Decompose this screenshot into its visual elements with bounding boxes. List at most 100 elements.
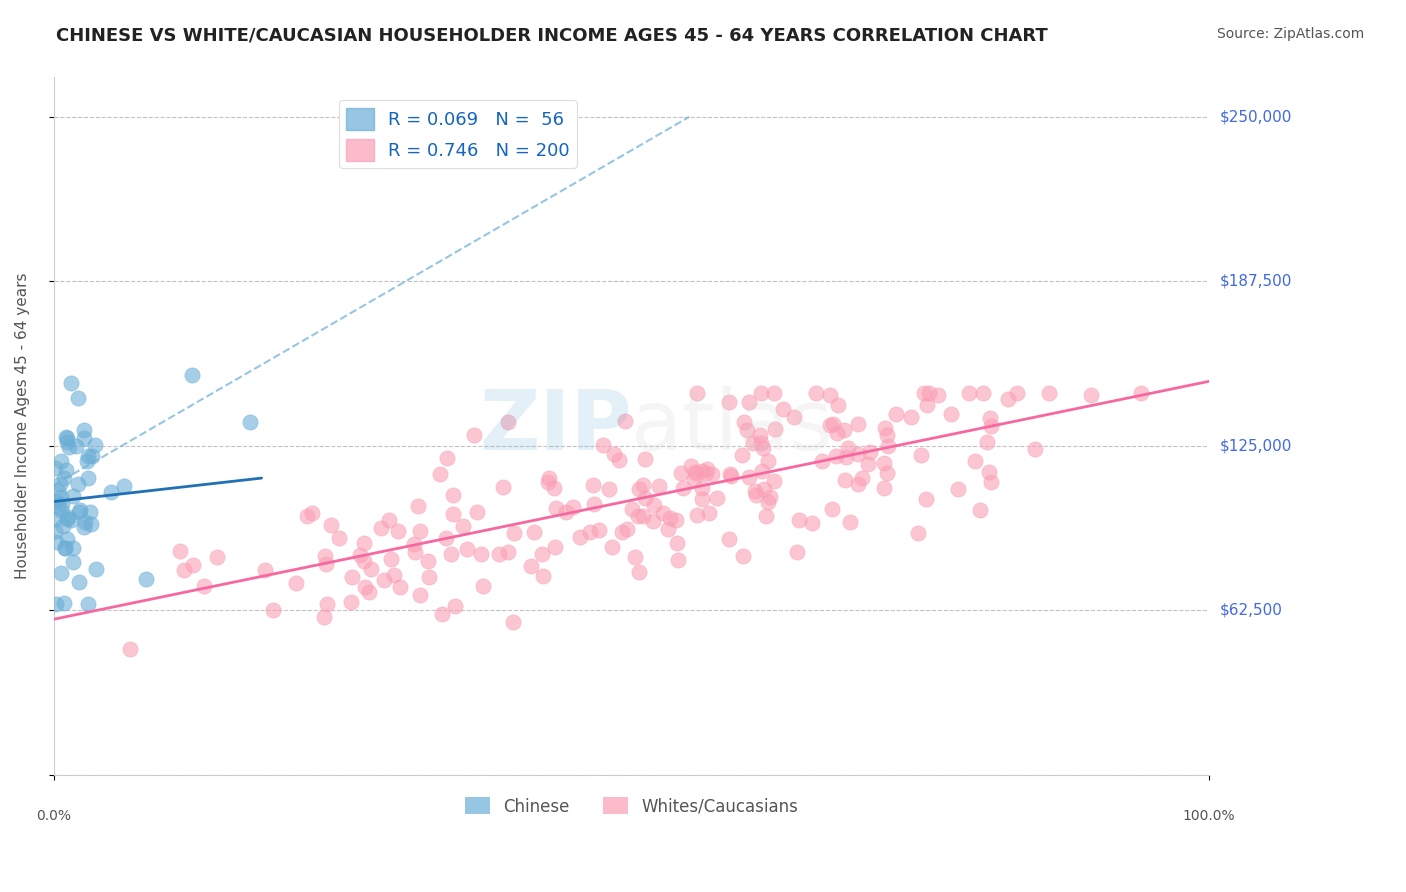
Whites/Caucasians [378,513,401,527]
Whites/Caucasians [886,407,908,421]
Whites/Caucasians [1080,388,1102,402]
Whites/Caucasians [737,470,759,484]
Whites/Caucasians [690,481,713,495]
Whites/Caucasians [441,507,464,521]
Chinese [84,438,107,452]
Whites/Caucasians [969,503,991,517]
Whites/Caucasians [910,448,932,462]
Whites/Caucasians [616,522,638,536]
Whites/Caucasians [907,525,929,540]
Whites/Caucasians [659,511,682,525]
Whites/Caucasians [598,482,620,496]
Whites/Caucasians [544,500,567,515]
Whites/Caucasians [666,536,689,550]
Whites/Caucasians [312,609,335,624]
Whites/Caucasians [979,411,1001,425]
Whites/Caucasians [751,464,773,478]
Whites/Caucasians [918,386,941,401]
Chinese [73,520,96,534]
Whites/Caucasians [609,452,631,467]
Whites/Caucasians [873,481,896,495]
Whites/Caucasians [488,547,510,561]
Whites/Caucasians [492,480,515,494]
Chinese [80,516,103,531]
Whites/Caucasians [472,579,495,593]
Whites/Caucasians [927,388,949,402]
Chinese [52,596,75,610]
Whites/Caucasians [634,491,657,505]
Whites/Caucasians [262,603,284,617]
Whites/Caucasians [783,409,806,424]
Whites/Caucasians [496,545,519,559]
Whites/Caucasians [957,386,980,401]
Whites/Caucasians [353,554,375,568]
Chinese [67,392,90,406]
Chinese [60,376,83,390]
Whites/Caucasians [538,471,561,485]
Whites/Caucasians [321,518,343,533]
Text: Source: ZipAtlas.com: Source: ZipAtlas.com [1216,27,1364,41]
Chinese [77,597,100,611]
Whites/Caucasians [600,540,623,554]
Chinese [62,489,84,503]
Whites/Caucasians [285,575,308,590]
Whites/Caucasians [436,450,458,465]
Whites/Caucasians [972,386,994,401]
Chinese [112,479,135,493]
Whites/Caucasians [672,481,695,495]
Whites/Caucasians [683,465,706,479]
Whites/Caucasians [173,563,195,577]
Whites/Caucasians [1038,386,1060,401]
Whites/Caucasians [451,519,474,533]
Whites/Caucasians [603,447,626,461]
Chinese [44,461,66,475]
Whites/Caucasians [671,466,693,480]
Whites/Caucasians [823,417,845,432]
Chinese [76,454,98,468]
Chinese [67,505,90,519]
Chinese [58,440,80,454]
Whites/Caucasians [749,436,772,450]
Whites/Caucasians [756,495,779,509]
Whites/Caucasians [759,490,782,504]
Whites/Caucasians [408,524,430,538]
Whites/Caucasians [818,388,841,402]
Whites/Caucasians [839,515,862,529]
Whites/Caucasians [686,386,709,401]
Chinese [56,510,79,524]
Whites/Caucasians [301,506,323,520]
Whites/Caucasians [657,522,679,536]
Whites/Caucasians [568,530,591,544]
Whites/Caucasians [444,599,467,614]
Whites/Caucasians [315,558,337,572]
Whites/Caucasians [357,585,380,599]
Whites/Caucasians [349,548,371,562]
Chinese [55,430,77,444]
Whites/Caucasians [980,419,1002,434]
Whites/Caucasians [772,402,794,417]
Whites/Caucasians [837,441,859,455]
Chinese [45,597,67,611]
Chinese [100,485,122,500]
Whites/Caucasians [360,562,382,576]
Whites/Caucasians [613,414,636,428]
Whites/Caucasians [416,554,439,568]
Whites/Caucasians [624,549,647,564]
Whites/Caucasians [735,423,758,437]
Chinese [76,449,98,463]
Whites/Caucasians [628,565,651,579]
Whites/Caucasians [859,444,882,458]
Whites/Caucasians [856,457,879,471]
Whites/Caucasians [316,597,339,611]
Whites/Caucasians [756,454,779,468]
Text: atlas: atlas [631,385,834,467]
Whites/Caucasians [685,466,707,480]
Whites/Caucasians [582,477,605,491]
Whites/Caucasians [193,578,215,592]
Whites/Caucasians [404,544,426,558]
Whites/Caucasians [997,392,1019,406]
Whites/Caucasians [876,428,898,442]
Chinese [55,463,77,477]
Chinese [55,532,77,546]
Whites/Caucasians [718,394,741,409]
